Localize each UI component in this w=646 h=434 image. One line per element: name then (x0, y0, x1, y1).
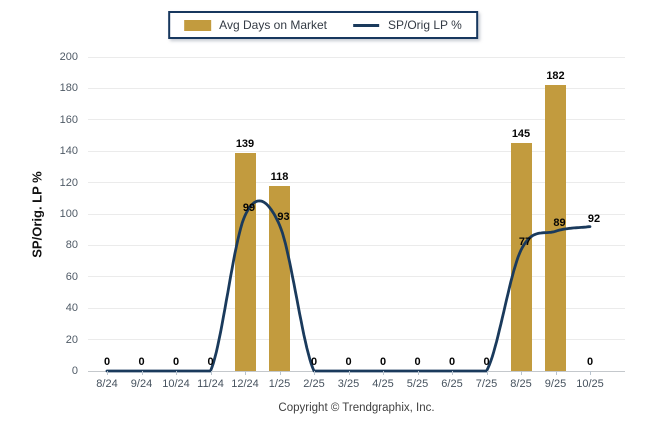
line-value-label-12/24: 99 (242, 201, 256, 214)
x-tick-label-9/24: 9/24 (130, 378, 153, 390)
x-tick-mark-3/25 (348, 371, 350, 375)
bar-value-label-6/25: 0 (448, 356, 456, 368)
x-tick-label-12/24: 12/24 (231, 378, 259, 390)
gridline-40 (88, 307, 625, 309)
bar-value-label-10/25: 0 (586, 356, 594, 368)
x-tick-label-8/24: 8/24 (96, 378, 118, 390)
gridline-200 (88, 56, 625, 58)
bar-value-label-8/24: 0 (103, 356, 111, 368)
x-tick-mark-2/25 (314, 371, 315, 375)
x-tick-label-4/25: 4/25 (372, 378, 394, 390)
x-tick-label-5/25: 5/25 (406, 378, 429, 390)
x-tick-mark-8/25 (521, 371, 522, 375)
bar-value-label-2/25: 0 (310, 356, 318, 368)
bar-series-swatch (184, 19, 212, 31)
x-tick-label-10/24: 10/24 (162, 378, 190, 390)
plot-area: 0 0 0 0 139 118 0 0 0 0 0 0 145 182 0 99 93 77 89 92 (88, 56, 625, 373)
x-tick-mark-5/25 (417, 371, 419, 375)
y-tick-label-100: 100 (59, 208, 78, 220)
bar-series-legend-label: Avg Days on Market (219, 18, 328, 32)
y-tick-label-0: 0 (71, 365, 78, 377)
gridline-160 (88, 119, 625, 121)
x-tick-label-1/25: 1/25 (268, 378, 291, 390)
copyright-text: Copyright © Trendgraphix, Inc. (278, 402, 435, 414)
x-tick-mark-11/24 (210, 371, 212, 375)
y-tick-label-180: 180 (59, 82, 78, 95)
x-tick-mark-12/24 (245, 371, 246, 375)
x-tick-mark-4/25 (383, 371, 384, 375)
y-tick-label-200: 200 (59, 51, 78, 63)
bar-value-label-1/25: 118 (270, 170, 289, 183)
bar-value-label-8/25: 145 (511, 128, 531, 141)
line-value-label-8/25: 77 (518, 236, 532, 249)
bar-1/25 (269, 185, 290, 371)
x-tick-label-9/25: 9/25 (544, 378, 567, 390)
line-series-svg (105, 199, 592, 373)
x-tick-label-10/25: 10/25 (576, 378, 604, 390)
x-tick-mark-8/24 (107, 371, 108, 375)
y-tick-label-40: 40 (65, 302, 78, 315)
y-tick-label-80: 80 (65, 239, 78, 252)
bar-value-label-9/24: 0 (138, 356, 145, 368)
line-value-label-9/25: 89 (553, 217, 566, 230)
x-tick-label-8/25: 8/25 (510, 378, 532, 390)
line-value-label-10/25: 92 (587, 212, 601, 225)
gridline-60 (88, 276, 625, 278)
gridline-120 (88, 182, 625, 184)
gridline-140 (88, 150, 625, 152)
x-tick-mark-6/25 (452, 371, 453, 375)
line-series-legend-label: SP/Orig LP % (388, 18, 462, 32)
sp-orig-lp-line (105, 199, 592, 373)
gridline-180 (88, 87, 625, 89)
bar-value-label-9/25: 182 (546, 70, 565, 83)
bar-value-label-5/25: 0 (414, 356, 421, 368)
gridline-80 (88, 244, 625, 246)
x-tick-label-3/25: 3/25 (337, 378, 360, 390)
gridline-20 (88, 339, 625, 341)
chart-legend: Avg Days on Market SP/Orig LP % (168, 11, 478, 39)
bar-value-label-7/25: 0 (483, 356, 490, 368)
bar-value-label-10/24: 0 (172, 356, 180, 368)
y-tick-label-140: 140 (59, 145, 78, 158)
y-tick-label-60: 60 (65, 270, 78, 283)
x-tick-label-7/25: 7/25 (475, 378, 498, 390)
line-value-label-1/25: 93 (277, 210, 290, 223)
bar-8/25 (510, 143, 532, 371)
line-series-swatch (353, 23, 380, 27)
bar-value-label-3/25: 0 (345, 356, 352, 368)
bar-value-label-4/25: 0 (379, 356, 387, 368)
x-tick-mark-7/25 (486, 371, 488, 375)
x-tick-label-2/25: 2/25 (303, 378, 325, 390)
x-tick-mark-1/25 (279, 371, 281, 375)
x-tick-mark-9/25 (555, 371, 557, 375)
x-tick-mark-10/25 (590, 371, 591, 375)
gridline-100 (88, 213, 625, 215)
bar-value-label-12/24: 139 (235, 137, 255, 150)
y-tick-label-160: 160 (59, 113, 78, 126)
x-tick-mark-10/24 (176, 371, 177, 375)
y-tick-label-20: 20 (65, 333, 78, 346)
x-tick-label-6/25: 6/25 (441, 378, 463, 390)
y-tick-label-120: 120 (59, 176, 78, 189)
x-tick-label-11/24: 11/24 (197, 378, 224, 390)
bar-9/25 (545, 85, 566, 371)
bar-value-label-11/24: 0 (207, 356, 214, 368)
x-tick-mark-9/24 (141, 371, 143, 375)
